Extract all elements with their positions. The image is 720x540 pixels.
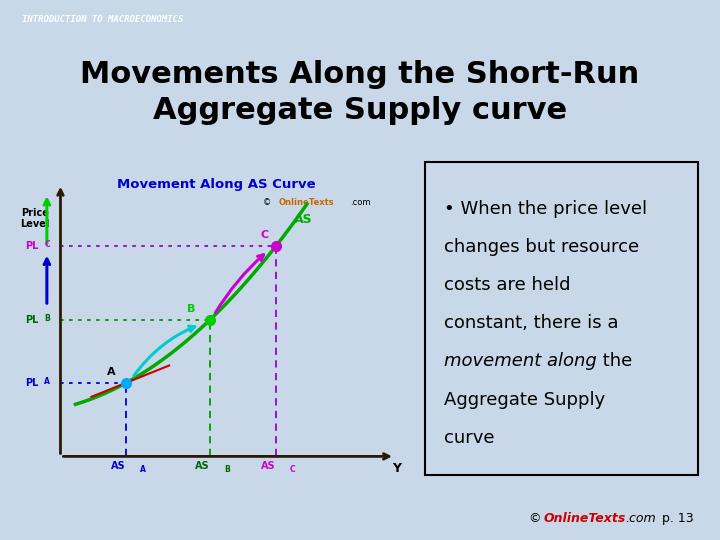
- Text: AS: AS: [195, 461, 210, 470]
- Text: constant, there is a: constant, there is a: [444, 314, 618, 332]
- Text: PL: PL: [25, 241, 39, 251]
- Text: B: B: [224, 464, 230, 474]
- Text: A: A: [44, 377, 50, 386]
- Text: .com: .com: [625, 512, 656, 525]
- Text: AS: AS: [261, 461, 276, 470]
- Text: C: C: [261, 230, 269, 240]
- Text: movement along: movement along: [444, 353, 597, 370]
- Text: B: B: [187, 304, 195, 314]
- Text: p. 13: p. 13: [654, 512, 693, 525]
- Text: C: C: [44, 240, 50, 249]
- Text: A: A: [107, 367, 115, 377]
- Text: .com: .com: [350, 198, 371, 207]
- Text: Movements Along the Short-Run
Aggregate Supply curve: Movements Along the Short-Run Aggregate …: [81, 60, 639, 125]
- Text: the: the: [597, 353, 632, 370]
- Text: AS: AS: [294, 213, 312, 226]
- Text: Aggregate Supply: Aggregate Supply: [444, 390, 606, 409]
- Text: C: C: [289, 464, 295, 474]
- Text: OnlineTexts: OnlineTexts: [544, 512, 626, 525]
- Text: AS: AS: [112, 461, 126, 470]
- Text: ©: ©: [529, 512, 546, 525]
- Text: curve: curve: [444, 429, 495, 447]
- Text: Movement Along AS Curve: Movement Along AS Curve: [117, 178, 315, 191]
- Text: A: A: [140, 464, 146, 474]
- Text: costs are held: costs are held: [444, 276, 570, 294]
- Text: B: B: [44, 314, 50, 323]
- Text: PL: PL: [25, 315, 39, 325]
- Text: Y: Y: [392, 462, 401, 475]
- Text: • When the price level: • When the price level: [444, 200, 647, 218]
- Text: changes but resource: changes but resource: [444, 238, 639, 256]
- Text: INTRODUCTION TO MACROECONOMICS: INTRODUCTION TO MACROECONOMICS: [22, 15, 184, 24]
- Text: Price
Level: Price Level: [21, 207, 50, 229]
- Text: ©: ©: [263, 198, 274, 207]
- Text: OnlineTexts: OnlineTexts: [278, 198, 334, 207]
- Text: PL: PL: [25, 378, 39, 388]
